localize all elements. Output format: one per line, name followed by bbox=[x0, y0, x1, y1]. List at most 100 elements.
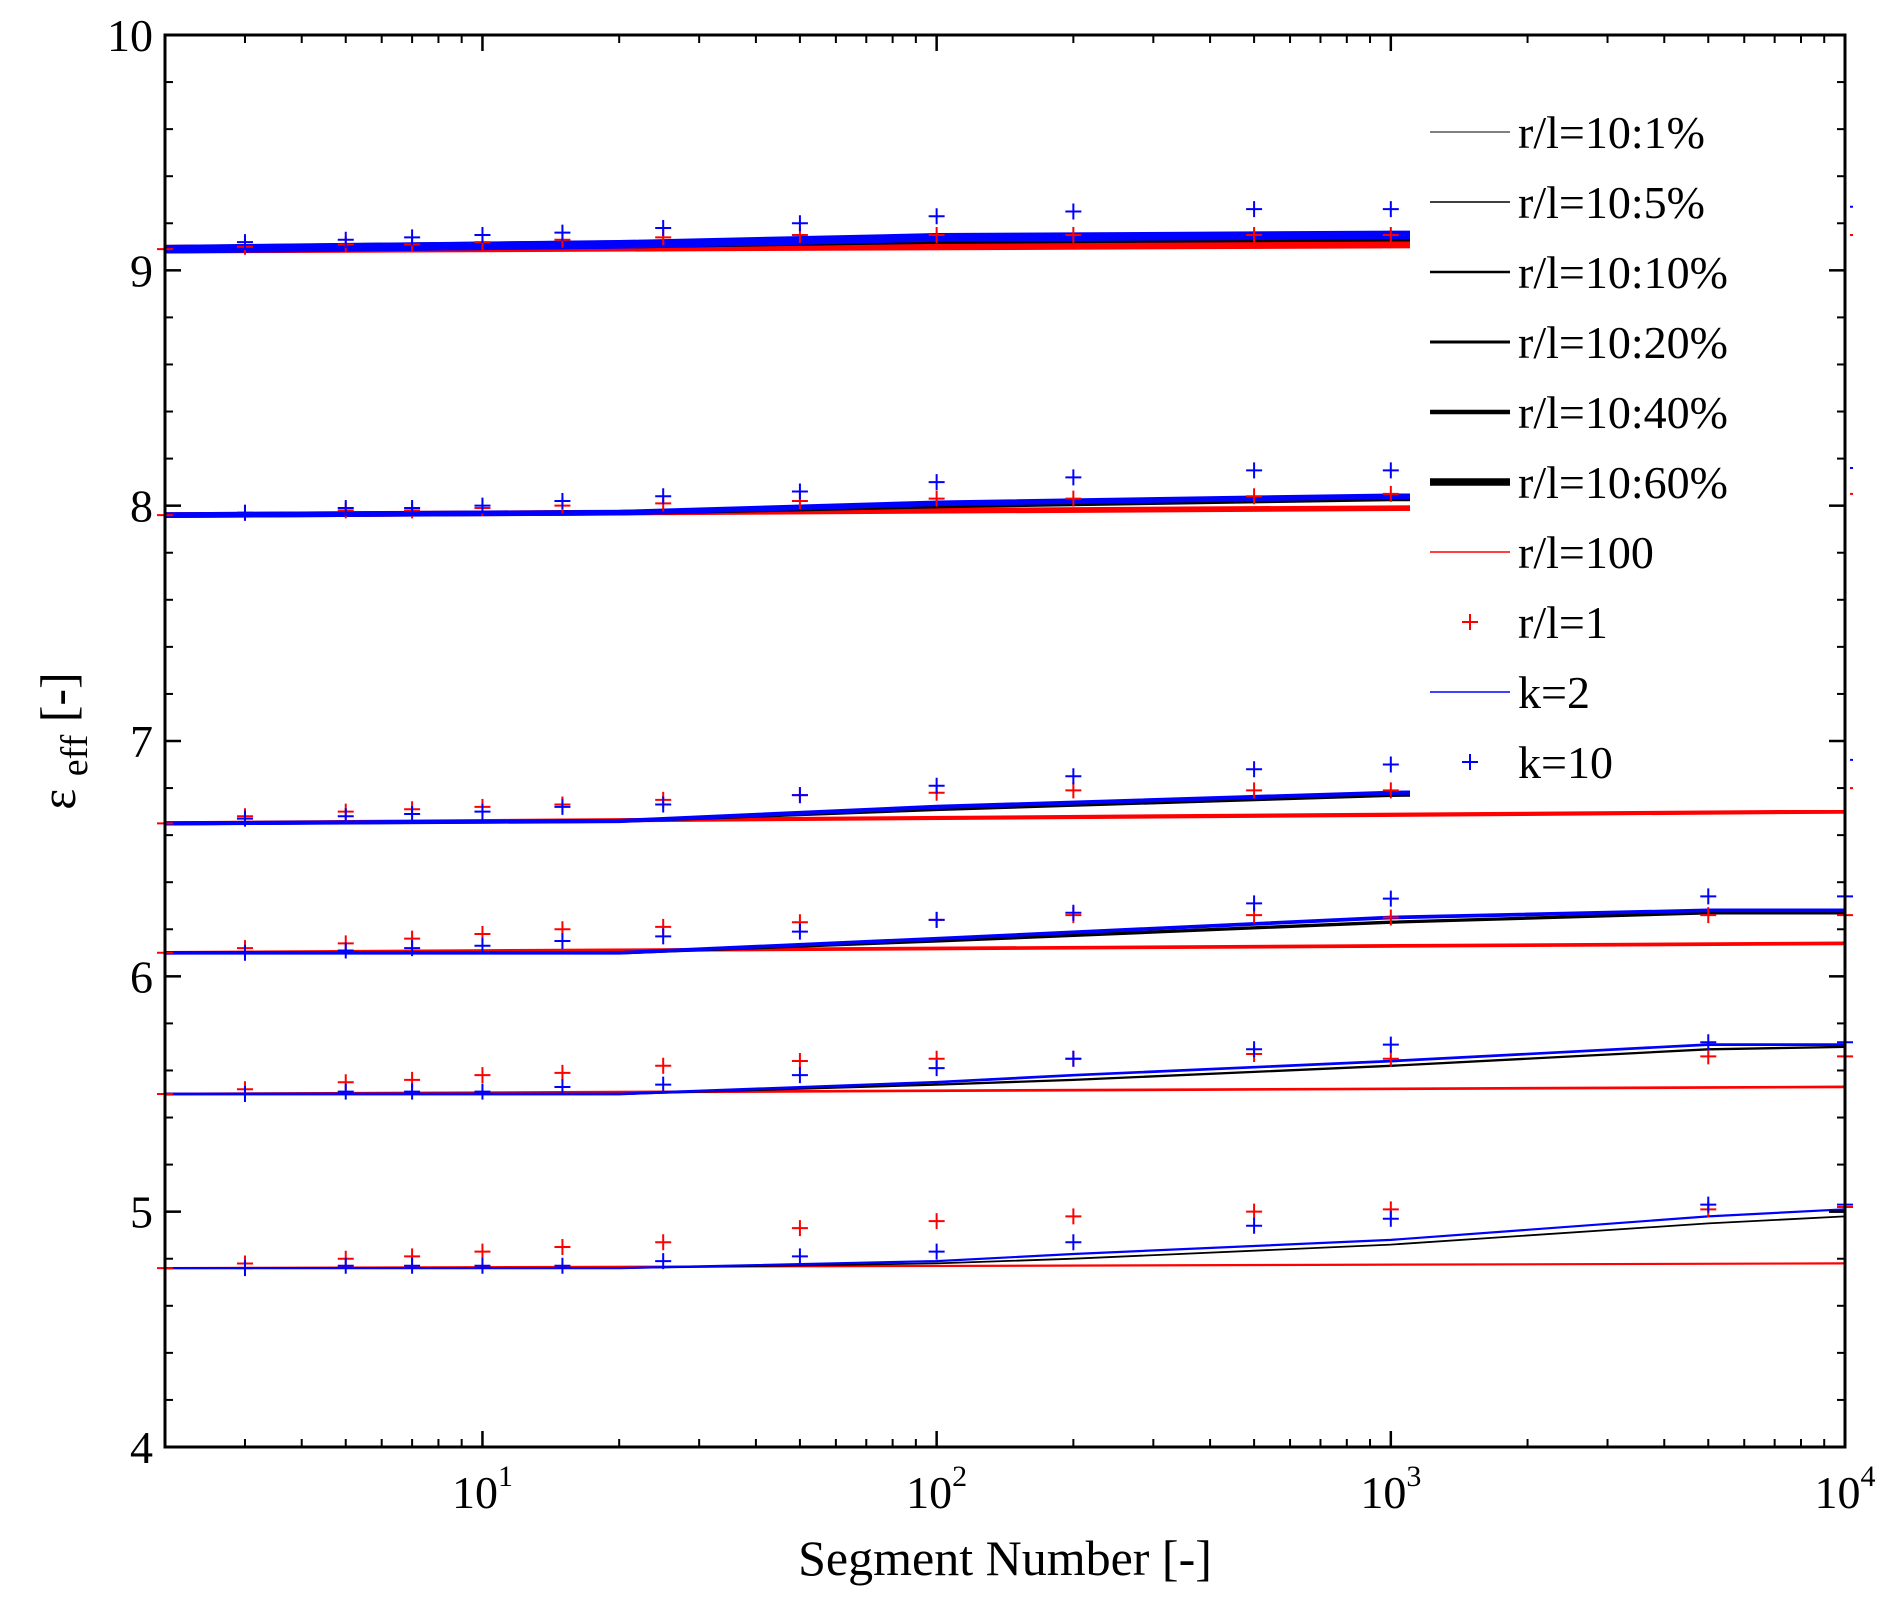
y-axis-title-suffix: [-] bbox=[30, 672, 86, 722]
marker-k10-1-3 bbox=[474, 1083, 491, 1100]
marker-k10-3-6 bbox=[791, 787, 808, 804]
marker-k10-0-4 bbox=[554, 1257, 571, 1274]
marker-rl1-4-10 bbox=[1382, 485, 1399, 502]
marker-k10-0-6 bbox=[791, 1248, 808, 1265]
marker-k10-0-10 bbox=[1382, 1210, 1399, 1227]
marker-k10-3-0 bbox=[236, 810, 253, 827]
marker-k10-5-2 bbox=[404, 229, 421, 246]
marker-k10-5-10 bbox=[1382, 201, 1399, 218]
marker-k10-0-11 bbox=[1700, 1196, 1717, 1213]
legend-label: r/l=10:40% bbox=[1518, 387, 1728, 438]
marker-rl1-0-5 bbox=[655, 1234, 672, 1251]
marker-k10-2-2 bbox=[404, 940, 421, 957]
marker-k10-3-1 bbox=[337, 808, 354, 825]
x-tick-exponent: 4 bbox=[1861, 1460, 1876, 1493]
x-tick-label: 101 bbox=[452, 1460, 513, 1518]
marker-k10-5-6 bbox=[791, 215, 808, 232]
marker-k10-0-5 bbox=[655, 1253, 672, 1270]
marker-k10-1-0 bbox=[236, 1086, 253, 1102]
marker-rl1-1-6 bbox=[791, 1053, 808, 1070]
marker-rl1-3-10 bbox=[1382, 782, 1399, 799]
series-line-k2-0 bbox=[165, 1208, 1846, 1270]
marker-rl1-3-8 bbox=[1065, 782, 1082, 799]
marker-k10-2-0 bbox=[236, 944, 253, 961]
x-tick-base: 10 bbox=[1360, 1467, 1406, 1518]
marker-k10-2-6 bbox=[791, 923, 808, 940]
marker-k10-5-0 bbox=[236, 234, 253, 251]
marker-k10-0-3 bbox=[474, 1257, 491, 1274]
marker-k10-3-2 bbox=[404, 805, 421, 822]
marker-k10-3-5 bbox=[655, 796, 672, 813]
marker-k10-2-9 bbox=[1246, 895, 1263, 912]
x-tick-exponent: 2 bbox=[952, 1460, 967, 1493]
marker-k10-5-1 bbox=[337, 231, 354, 248]
x-tick-base: 10 bbox=[906, 1467, 952, 1518]
marker-rl1-1-3 bbox=[474, 1067, 491, 1084]
legend-swatch-marker bbox=[1462, 614, 1478, 630]
y-tick-label: 8 bbox=[130, 481, 153, 532]
marker-k10-3-7 bbox=[928, 777, 945, 794]
legend-label: r/l=10:20% bbox=[1518, 317, 1728, 368]
legend-label: k=2 bbox=[1518, 667, 1590, 718]
y-tick-label: 9 bbox=[130, 245, 153, 296]
series-line-k2-1 bbox=[165, 1043, 1845, 1096]
legend-label: r/l=100 bbox=[1518, 527, 1654, 578]
marker-k10-3-8 bbox=[1065, 768, 1082, 785]
marker-k10-4-9 bbox=[1246, 462, 1263, 479]
marker-k10-2-4 bbox=[554, 933, 571, 950]
marker-k10-0-7 bbox=[928, 1243, 945, 1260]
marker-k10-5-4 bbox=[554, 224, 571, 241]
marker-k10-4-6 bbox=[791, 483, 808, 500]
marker-k10-1-4 bbox=[554, 1078, 571, 1095]
marker-k10-4-2 bbox=[404, 500, 421, 517]
y-tick-label: 4 bbox=[130, 1422, 153, 1473]
y-tick-label: 6 bbox=[130, 951, 153, 1002]
marker-k10-2-5 bbox=[655, 928, 672, 945]
marker-k10-4-8 bbox=[1065, 469, 1082, 486]
marker-k10-1-5 bbox=[655, 1076, 672, 1093]
marker-rl1-5-10 bbox=[1382, 227, 1399, 244]
y-axis-title: ε eff [-] bbox=[30, 672, 98, 809]
legend-label: r/l=10:5% bbox=[1518, 177, 1705, 228]
marker-k10-1-2 bbox=[404, 1083, 421, 1100]
marker-k10-2-3 bbox=[474, 937, 491, 954]
marker-k10-4-0 bbox=[236, 504, 253, 521]
marker-k10-2-7 bbox=[928, 911, 945, 928]
marker-k10-1-9 bbox=[1246, 1041, 1263, 1058]
x-tick-exponent: 1 bbox=[498, 1460, 513, 1493]
marker-rl1-0-3 bbox=[474, 1243, 491, 1260]
marker-k10-1-6 bbox=[791, 1067, 808, 1084]
marker-k10-2-10 bbox=[1382, 890, 1399, 907]
legend-label: k=10 bbox=[1518, 737, 1613, 788]
marker-rl1-1-4 bbox=[554, 1064, 571, 1081]
x-tick-exponent: 3 bbox=[1406, 1460, 1421, 1493]
marker-k10-2-11 bbox=[1700, 888, 1717, 905]
x-tick-base: 10 bbox=[1815, 1467, 1861, 1518]
y-tick-label: 10 bbox=[107, 10, 153, 61]
marker-k10-1-1 bbox=[337, 1083, 354, 1100]
marker-k10-1-7 bbox=[928, 1060, 945, 1077]
x-tick-base: 10 bbox=[452, 1467, 498, 1518]
legend-label: r/l=10:10% bbox=[1518, 247, 1728, 298]
marker-rl1-4-9 bbox=[1246, 488, 1263, 505]
marker-k10-3-10 bbox=[1382, 756, 1399, 773]
x-axis-title: Segment Number [-] bbox=[798, 1530, 1212, 1586]
marker-k10-4-3 bbox=[474, 497, 491, 514]
legend-label: r/l=10:60% bbox=[1518, 457, 1728, 508]
legend-label: r/l=10:1% bbox=[1518, 107, 1705, 158]
x-tick-label: 104 bbox=[1815, 1460, 1876, 1518]
legend-label: r/l=1 bbox=[1518, 597, 1608, 648]
marker-rl1-5-7 bbox=[928, 227, 945, 244]
marker-k10-0-2 bbox=[404, 1257, 421, 1274]
x-tick-label: 103 bbox=[1360, 1460, 1421, 1518]
marker-rl1-0-8 bbox=[1065, 1208, 1082, 1225]
marker-k10-3-4 bbox=[554, 798, 571, 815]
marker-k10-0-8 bbox=[1065, 1234, 1082, 1251]
marker-k10-4-7 bbox=[928, 474, 945, 491]
marker-k10-5-9 bbox=[1246, 201, 1263, 218]
marker-rl1-4-8 bbox=[1065, 490, 1082, 507]
marker-rl1-5-8 bbox=[1065, 227, 1082, 244]
y-tick-label: 5 bbox=[130, 1187, 153, 1238]
marker-rl1-0-7 bbox=[928, 1213, 945, 1230]
